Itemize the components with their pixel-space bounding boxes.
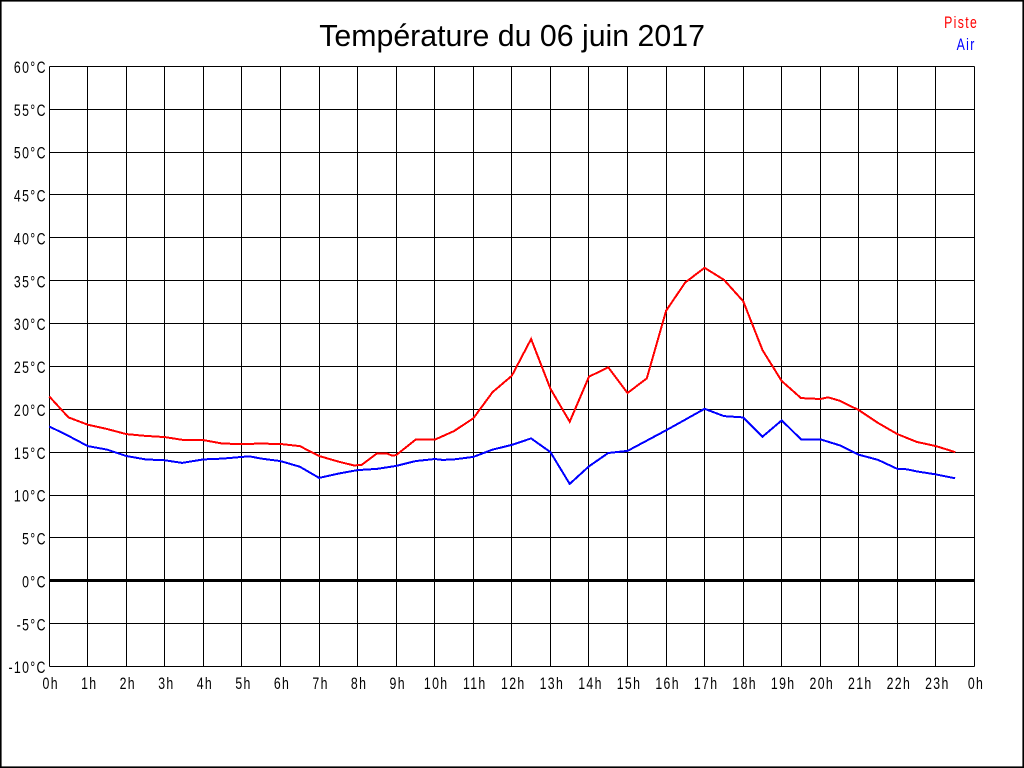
- svg-text:7h: 7h: [312, 675, 328, 693]
- svg-text:20°C: 20°C: [14, 402, 47, 420]
- svg-text:40°C: 40°C: [14, 231, 47, 249]
- svg-text:22h: 22h: [887, 675, 912, 693]
- svg-text:8h: 8h: [351, 675, 367, 693]
- svg-text:5h: 5h: [235, 675, 251, 693]
- svg-text:Piste: Piste: [944, 15, 978, 33]
- svg-text:60°C: 60°C: [14, 59, 47, 77]
- svg-text:0h: 0h: [43, 675, 59, 693]
- svg-text:14h: 14h: [578, 675, 603, 693]
- svg-text:-5°C: -5°C: [17, 617, 47, 635]
- svg-text:18h: 18h: [732, 675, 757, 693]
- svg-text:15h: 15h: [617, 675, 642, 693]
- svg-text:21h: 21h: [848, 675, 873, 693]
- svg-text:1h: 1h: [81, 675, 97, 693]
- svg-text:2h: 2h: [120, 675, 136, 693]
- svg-text:10h: 10h: [424, 675, 449, 693]
- svg-text:45°C: 45°C: [14, 188, 47, 206]
- svg-text:50°C: 50°C: [14, 145, 47, 163]
- svg-text:12h: 12h: [501, 675, 526, 693]
- svg-text:16h: 16h: [655, 675, 680, 693]
- svg-text:35°C: 35°C: [14, 274, 47, 292]
- svg-text:9h: 9h: [390, 675, 406, 693]
- svg-text:55°C: 55°C: [14, 102, 47, 120]
- svg-text:25°C: 25°C: [14, 360, 47, 378]
- svg-text:Température du 06 juin 2017: Température du 06 juin 2017: [319, 20, 705, 53]
- svg-text:19h: 19h: [771, 675, 796, 693]
- svg-text:10°C: 10°C: [14, 488, 47, 506]
- svg-text:6h: 6h: [274, 675, 290, 693]
- svg-text:20h: 20h: [810, 675, 835, 693]
- svg-text:30°C: 30°C: [14, 317, 47, 335]
- svg-text:0h: 0h: [968, 675, 984, 693]
- svg-text:5°C: 5°C: [22, 531, 47, 549]
- svg-text:13h: 13h: [540, 675, 565, 693]
- svg-text:4h: 4h: [197, 675, 213, 693]
- svg-text:0°C: 0°C: [22, 574, 47, 592]
- svg-text:3h: 3h: [158, 675, 174, 693]
- svg-text:15°C: 15°C: [14, 445, 47, 463]
- svg-text:11h: 11h: [463, 675, 487, 693]
- svg-text:23h: 23h: [925, 675, 950, 693]
- svg-text:Air: Air: [957, 36, 976, 54]
- svg-text:17h: 17h: [694, 675, 719, 693]
- svg-text:-10°C: -10°C: [8, 660, 46, 678]
